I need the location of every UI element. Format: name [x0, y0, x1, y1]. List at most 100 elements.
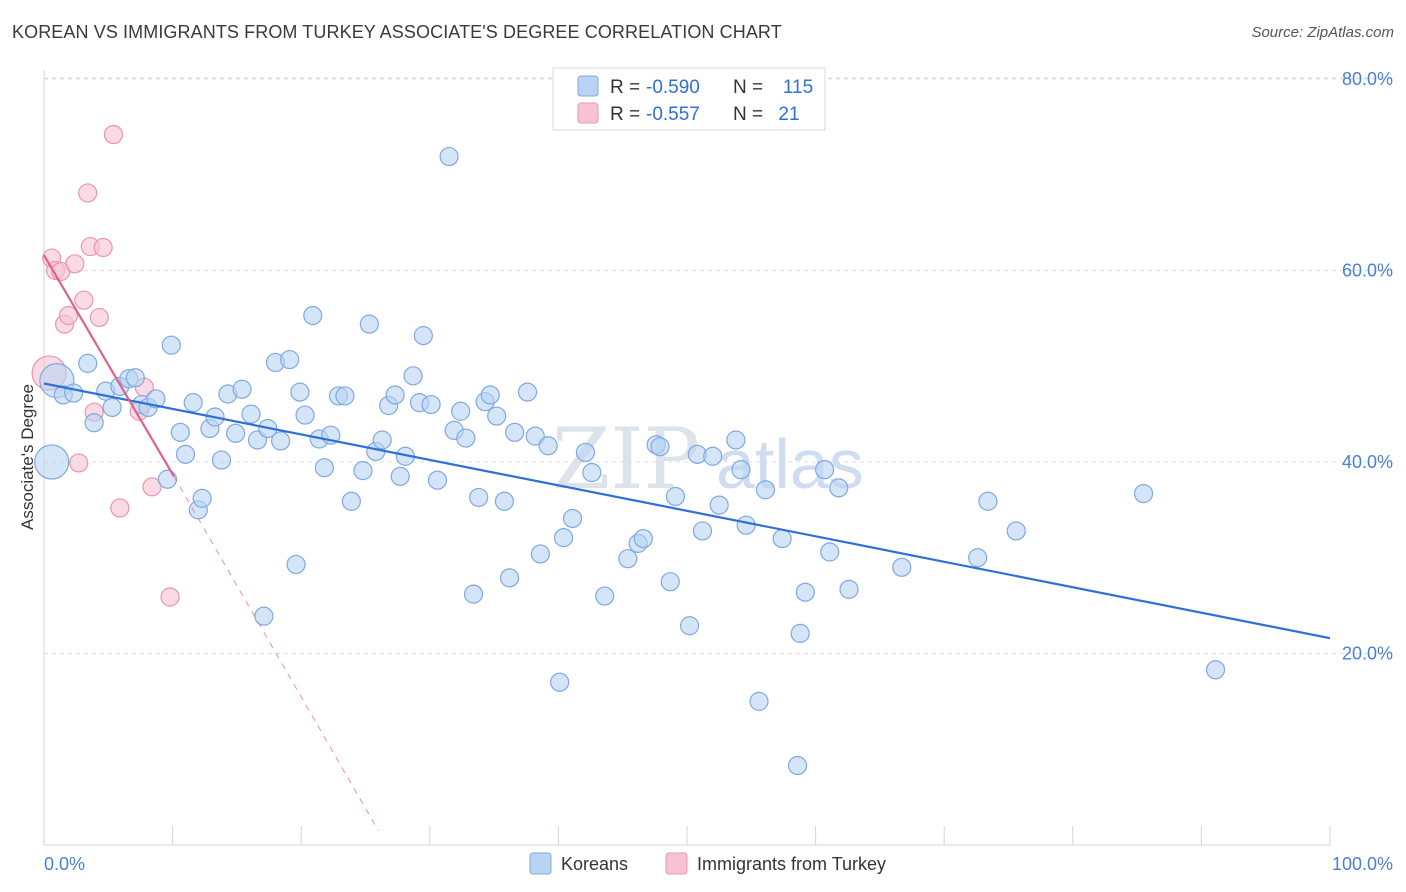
korean-point — [372, 430, 392, 450]
korean-point — [353, 461, 373, 481]
korean-point — [772, 528, 792, 549]
korean-point — [102, 397, 122, 418]
korean-point — [839, 579, 859, 599]
turkey-point — [78, 183, 98, 203]
korean-point — [487, 406, 507, 426]
legend-r-value-koreans: -0.590 — [646, 77, 700, 98]
turkey-point — [103, 124, 124, 145]
korean-trend-line — [43, 382, 1331, 640]
turkey-point — [69, 453, 89, 473]
turkey-trend-line — [43, 254, 175, 477]
stats-legend: R = -0.590 N = 115 R = -0.557 N = 21 — [552, 67, 826, 131]
korean-point — [303, 305, 323, 326]
turkey-point — [89, 307, 109, 328]
series-legend-label-turkey: Immigrants from Turkey — [697, 854, 886, 874]
korean-point — [650, 437, 670, 457]
x-axis-ticks — [43, 826, 1331, 845]
turkey-point — [142, 477, 162, 497]
korean-point — [575, 442, 596, 463]
legend-r-label: R = — [610, 104, 640, 125]
y-tick-label: 20.0% — [1342, 644, 1393, 664]
korean-point — [553, 528, 574, 548]
korean-point — [749, 691, 769, 711]
korean-point — [241, 404, 261, 424]
korean-point — [456, 428, 476, 448]
turkey-point — [160, 587, 180, 607]
y-tick-label: 80.0% — [1342, 69, 1393, 89]
korean-point — [787, 755, 808, 776]
korean-point — [295, 405, 315, 425]
korean-point — [665, 486, 686, 507]
korean-point — [183, 393, 203, 413]
y-tick-labels: 20.0% 40.0% 60.0% 80.0% — [1342, 69, 1393, 664]
legend-n-label: N = — [733, 77, 763, 98]
y-tick-label: 60.0% — [1342, 261, 1393, 281]
korean-point — [790, 623, 810, 643]
korean-point — [157, 469, 178, 489]
korean-point — [795, 582, 815, 602]
turkey-point — [93, 237, 113, 258]
korean-point — [451, 401, 471, 421]
korean-point — [892, 557, 912, 577]
x-tick-label-max: 100.0% — [1332, 854, 1393, 874]
turkey-point — [110, 498, 130, 518]
korean-point — [494, 491, 514, 511]
series-legend-label-koreans: Koreans — [561, 854, 628, 874]
legend-swatch-koreans — [577, 75, 599, 97]
korean-point — [290, 382, 310, 402]
korean-point — [582, 462, 602, 483]
korean-point — [703, 446, 723, 466]
korean-point — [211, 450, 232, 470]
korean-point — [530, 544, 550, 564]
x-tick-label-min: 0.0% — [44, 854, 85, 874]
korean-point — [480, 385, 500, 405]
korean-point — [463, 584, 484, 604]
korean-point — [254, 606, 274, 626]
korean-point — [192, 488, 212, 508]
korean-point — [413, 326, 433, 346]
korean-point — [709, 495, 729, 515]
legend-n-value-turkey: 21 — [778, 104, 799, 125]
korean-point — [232, 379, 252, 399]
korean-point — [78, 353, 98, 373]
legend-r-value-turkey: -0.557 — [646, 104, 700, 125]
korean-point — [517, 382, 538, 402]
korean-point — [618, 549, 638, 569]
korean-point — [731, 460, 751, 480]
korean-point — [170, 422, 190, 442]
korean-point — [34, 444, 70, 480]
korean-point — [84, 413, 104, 433]
korean-point — [286, 554, 306, 575]
series-legend-swatch-koreans — [529, 852, 552, 875]
chart-title: KOREAN VS IMMIGRANTS FROM TURKEY ASSOCIA… — [12, 22, 782, 42]
korean-point — [978, 491, 998, 511]
turkey-trend-extension — [173, 476, 379, 831]
korean-point — [736, 515, 756, 535]
korean-point — [550, 672, 570, 692]
korean-point — [505, 422, 525, 442]
korean-point — [403, 366, 423, 386]
series-legend: Koreans Immigrants from Turkey — [529, 852, 886, 875]
korean-point — [499, 568, 520, 588]
korean-point — [226, 423, 246, 443]
turkey-point — [65, 254, 85, 274]
legend-n-value-koreans: 115 — [783, 77, 813, 98]
korean-point — [314, 458, 334, 478]
korean-point — [125, 368, 145, 388]
korean-point — [469, 487, 489, 508]
korean-point — [146, 389, 166, 409]
korean-point — [820, 542, 840, 562]
series-legend-swatch-turkey — [665, 852, 688, 875]
korean-point — [385, 385, 405, 405]
legend-swatch-turkey — [577, 102, 599, 124]
korean-point — [341, 491, 361, 511]
korean-point — [968, 548, 988, 568]
trend-lines — [43, 254, 1331, 831]
korean-point — [421, 394, 441, 415]
korean-point — [595, 586, 615, 606]
legend-r-label: R = — [610, 77, 640, 98]
korean-point — [562, 508, 583, 529]
korean-point — [1133, 483, 1154, 504]
korean-point — [692, 521, 713, 541]
korean-point — [335, 386, 355, 406]
